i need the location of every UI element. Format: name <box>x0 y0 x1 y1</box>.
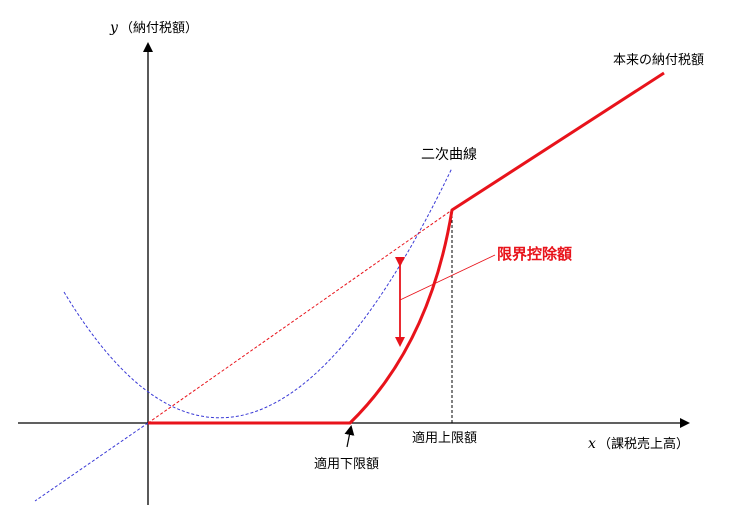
x-axis-label: （課税売上高） <box>598 436 689 452</box>
lower-left-dashed-line <box>34 422 149 502</box>
tax-amount-line <box>148 71 665 425</box>
y-axis-label: （納付税額） <box>120 21 198 36</box>
limit-deduction-leader-line <box>399 254 496 301</box>
quadratic-curve <box>63 167 453 419</box>
y-axis-variable: y <box>109 20 119 36</box>
lower-limit-pointer-arrow <box>344 425 355 448</box>
lower-limit-label: 適用下限額 <box>314 456 379 472</box>
limit-deduction-label: 限界控除額 <box>497 245 572 263</box>
upper-limit-label: 適用上限額 <box>412 430 477 446</box>
x-axis-variable: x <box>588 436 596 452</box>
original-tax-label: 本来の納付税額 <box>613 53 704 68</box>
original-tax-extension-line <box>147 209 453 424</box>
quadratic-curve-label: 二次曲線 <box>421 147 477 163</box>
